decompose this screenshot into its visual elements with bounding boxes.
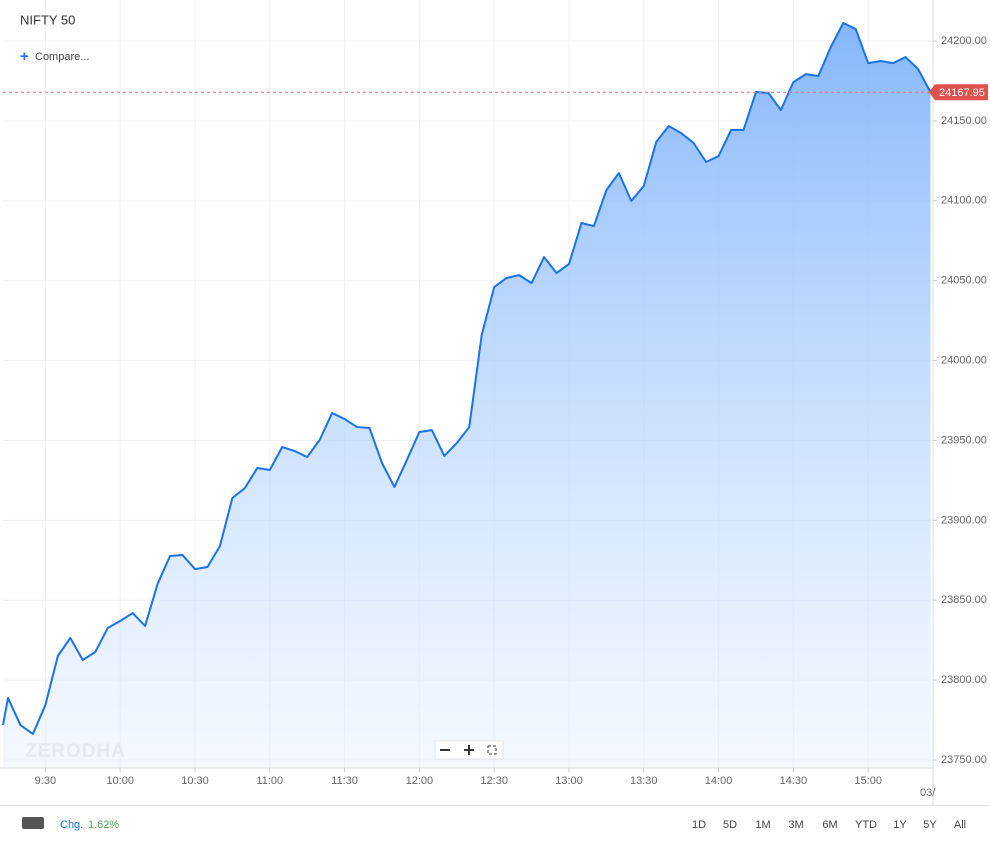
last-price-tag [929,84,988,101]
range-button[interactable]: 1M [755,819,771,831]
x-tick-label: 10:00 [106,775,134,787]
compare-button[interactable]: Compare... [35,51,89,63]
change-value: 1.62% [88,819,120,831]
range-button[interactable]: 5Y [923,819,937,831]
fullscreen[interactable] [487,745,497,755]
range-button[interactable]: 6M [822,819,838,831]
last-price-label: 24167.95 [939,87,985,99]
watermark: ZERODHA [25,741,126,762]
range-button[interactable]: 1D [691,819,707,831]
zoom-controls [434,740,504,760]
y-tick-label: 23900.00 [941,514,987,526]
footer: Chg. 1.62% 1D 5D 1M 3M 6M YTD 1Y 5Y All [0,805,990,845]
y-tick-label: 24150.00 [941,115,987,127]
x-tick-label: 13:30 [630,775,658,787]
x-tick-label: 14:30 [780,775,808,787]
y-tick-label: 24100.00 [941,195,987,207]
y-tick-label: 24000.00 [941,355,987,367]
y-tick-label: 23750.00 [941,754,987,766]
range-button[interactable]: 5D [722,819,738,831]
chart: NIFTY 50 + Compare... ZERODHA 03/ 23750.… [0,0,988,805]
x-tick-label: 13:00 [555,775,583,787]
x-tick-label: 11:00 [256,775,283,787]
x-tick-label: 11:30 [331,775,358,787]
range-button[interactable]: YTD [855,819,877,831]
date-label: 03/ [920,787,936,799]
x-tick-label: 9:30 [35,775,56,787]
y-tick-label: 24050.00 [941,275,987,287]
y-tick-label: 24200.00 [941,35,987,47]
area-fill [3,23,931,768]
x-tick-label: 12:30 [480,775,508,787]
chart-title: NIFTY 50 [20,12,75,27]
range-button[interactable]: 3M [788,819,804,831]
y-tick-label: 23850.00 [941,594,987,606]
x-tick-label: 14:00 [705,775,733,787]
range-button[interactable]: All [953,819,967,831]
x-tick-label: 12:00 [406,775,434,787]
range-button[interactable]: 1Y [893,819,907,831]
change-label: Chg. [60,819,84,831]
y-tick-label: 23950.00 [941,434,987,446]
plus-icon[interactable]: + [20,48,29,65]
keyboard-icon[interactable] [22,817,44,829]
x-tick-label: 15:00 [854,775,882,787]
x-tick-label: 10:30 [181,775,209,787]
price-line [2,22,932,735]
y-tick-label: 23800.00 [941,674,987,686]
